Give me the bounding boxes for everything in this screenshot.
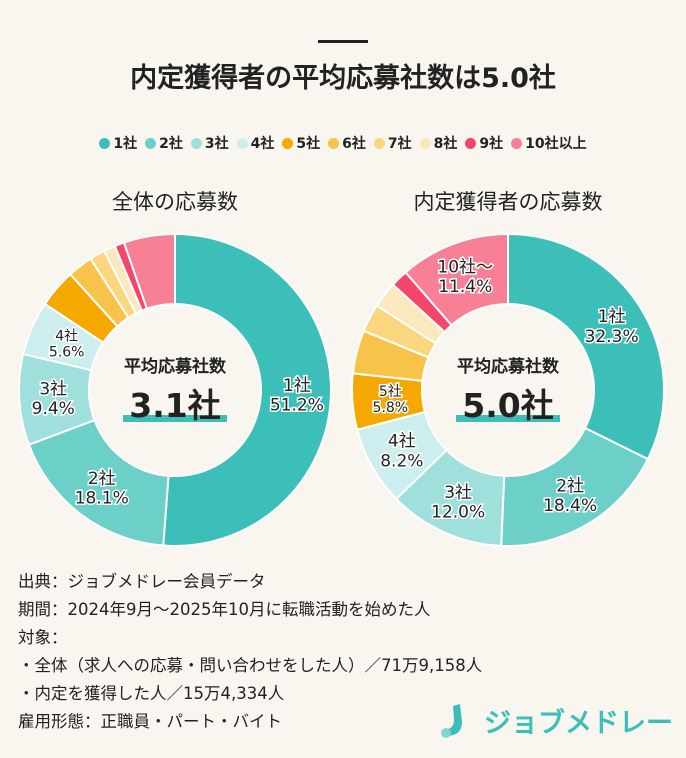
center-underline [123, 415, 227, 422]
donut-chart: 1社 32.3% 2社 18.4% 3社 12.0%4社 8.2% 5社 5.8% 10社～ 11.… [351, 232, 665, 547]
legend-dot [236, 137, 248, 149]
slice-label: 4社 8.2% [380, 432, 423, 472]
logo-icon [441, 704, 462, 738]
title-rule [318, 40, 368, 43]
legend-item: 1社 [99, 133, 137, 153]
note-target-all: ・全体（求人への応募・問い合わせをした人）／71万9,158人 [18, 656, 483, 675]
slice-2 [500, 426, 650, 547]
logo-text: ジョブメドレー [484, 707, 673, 739]
notes: 出典：ジョブメドレー会員データ 期間：2024年9月～2025年10月に転職活動… [18, 568, 482, 736]
note-source: 出典：ジョブメドレー会員データ [18, 572, 266, 591]
slice-label: 2社 18.4% [543, 477, 597, 517]
legend-item: 2社 [145, 133, 183, 153]
legend-dot [511, 137, 523, 149]
page-title: 内定獲得者の平均応募社数は5.0社 [130, 63, 556, 94]
legend-dot [465, 137, 477, 149]
logo: ジョブメドレー [438, 700, 673, 740]
note-employment: 雇用形態：正職員・パート・バイト [18, 712, 282, 731]
legend-dot [419, 137, 431, 149]
legend-dot [282, 137, 294, 149]
legend-item: 4社 [236, 133, 275, 153]
legend-label: 10社以上 [525, 136, 587, 152]
chart-title-all: 全体の応募数 [112, 190, 238, 214]
slice-2 [27, 418, 170, 547]
center-value: 3.1社 [129, 386, 220, 425]
legend-dot [373, 137, 385, 149]
legend-dot [190, 137, 202, 149]
slice-label: 3社 12.0% [431, 483, 485, 523]
slice-1 [162, 232, 332, 547]
note-target-offer: ・内定を獲得した人／15万4,334人 [18, 684, 285, 703]
legend-label: 6社 [342, 136, 366, 152]
center-underline [456, 415, 560, 422]
slice-10 [122, 232, 176, 310]
legend-label: 1社 [113, 136, 138, 152]
legend-dot [99, 137, 111, 149]
legend-label: 8社 [433, 136, 458, 152]
slice-label: 4社 5.6% [49, 328, 85, 360]
legend-item: 10社以上 [511, 133, 587, 153]
legend-dot [328, 137, 340, 149]
legend-label: 2社 [159, 136, 183, 152]
legend-label: 5社 [296, 136, 321, 152]
legend-label: 3社 [204, 136, 229, 152]
note-target: 対象： [18, 628, 68, 647]
slice-label: 3社 9.4% [32, 379, 75, 419]
donut-chart: 1社 51.2% 2社 18.1% 3社 9.4% 4社 5.6% 平均応募社数 3.1社 [18, 232, 332, 547]
legend-label: 4社 [250, 136, 275, 152]
legend-item: 3社 [190, 133, 229, 153]
legend-label: 7社 [387, 136, 412, 152]
slice-label: 10社～ 11.4% [437, 257, 493, 297]
center-value: 5.0社 [462, 386, 553, 425]
slice-label: 5社 5.8% [373, 384, 409, 416]
legend-item: 5社 [282, 133, 320, 153]
slice-label: 1社 51.2% [270, 376, 324, 416]
note-period: 期間：2024年9月～2025年10月に転職活動を始めた人 [18, 600, 431, 619]
center-label: 平均応募社数 [124, 356, 227, 377]
legend-item: 7社 [373, 133, 412, 153]
legend-item: 6社 [328, 133, 366, 153]
legend-dot [145, 137, 157, 149]
legend-item: 9社 [465, 133, 503, 153]
slice-label: 2社 18.1% [75, 469, 129, 509]
slice-10 [404, 232, 509, 327]
legend: 1社 2社 3社 4社 5社 6社 7社 8社 9社 10社以上 [0, 133, 686, 153]
slice-1 [507, 232, 665, 461]
legend-item: 8社 [419, 133, 458, 153]
slice-label: 1社 32.3% [585, 307, 639, 347]
chart-title-offer: 内定獲得者の応募数 [413, 190, 603, 214]
center-label: 平均応募社数 [457, 356, 560, 377]
legend-label: 9社 [479, 136, 504, 152]
